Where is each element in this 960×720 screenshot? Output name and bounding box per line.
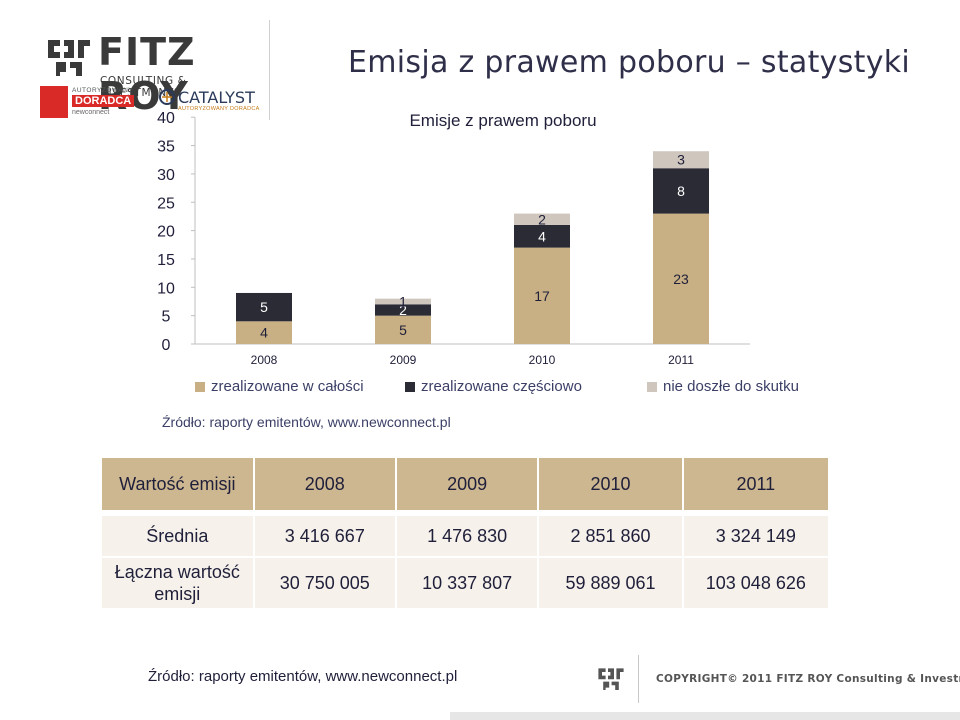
stacked-bar-chart: Emisje z prawem poboru051015202530354045… [157,110,750,367]
doradca-bottom-text: newconnect [72,109,110,116]
row-label: Łączna wartość emisji [102,556,255,608]
table-header-cell: 2010 [539,458,684,510]
table-cell: 1 476 830 [396,510,540,556]
bar-segment [514,224,570,248]
fitz-roy-logo-mark-icon [48,40,90,76]
table-cell: 59 889 061 [539,556,684,608]
x-tick-label: 2009 [390,353,417,367]
bar-data-label: 1 [399,293,407,309]
page-title: Emisja z prawem poboru – statystyki [348,45,911,80]
fitz-roy-footer-mark-icon [598,668,624,690]
y-tick-label: 30 [157,167,175,184]
bar-data-label: 4 [538,228,546,244]
bar-data-label: 23 [673,271,689,287]
bar-segment [375,298,431,305]
y-tick-label: 10 [157,280,175,297]
legend-swatch-full [195,381,205,392]
legend-item-failed: nie doszłe do skutku [647,378,799,395]
legend-item-partial: zrealizowane częściowo [405,378,582,395]
table-cell: 3 416 667 [254,510,397,556]
doradca-top-text: AUTORYZOWANY [72,87,134,94]
footer-divider [638,655,639,703]
catalyst-name: CATALYST [178,88,255,107]
table-row: Łączna wartość emisji 30 750 005 10 337 … [102,556,828,608]
row-label-line: emisji [154,584,201,604]
legend-label-partial: zrealizowane częściowo [421,378,582,395]
table-header-cell: 2009 [396,458,540,510]
doradca-logo: AUTORYZOWANY DORADCA newconnect [40,86,150,118]
y-tick-label: 15 [157,252,175,269]
bar-data-label: 2 [538,211,546,227]
x-tick-label: 2011 [668,353,694,367]
legend-label-full: zrealizowane w całości [211,378,364,395]
table-header-cell: 2008 [254,458,397,510]
x-tick-label: 2010 [529,353,556,367]
doradca-main-text: DORADCA [72,95,135,107]
bar-data-label: 17 [534,288,550,304]
table-header-cell: Wartość emisji [102,458,255,510]
legend-item-full: zrealizowane w całości [195,378,364,395]
bar-segment [514,213,570,225]
bar-data-label: 5 [399,322,407,338]
table-cell: 10 337 807 [396,556,540,608]
bar-segment [653,168,709,214]
y-tick-label: 25 [157,195,175,212]
y-tick-label: 40 [157,110,175,127]
legend-label-failed: nie doszłe do skutku [663,378,799,395]
catalyst-mark-icon [159,89,175,105]
header-divider [269,20,270,120]
table-header-row: Wartość emisji 2008 2009 2010 2011 [102,458,828,510]
y-tick-label: 5 [162,309,171,326]
bar-segment [514,247,570,344]
table-cell: 3 324 149 [683,510,828,556]
catalyst-logo: CATALYST AUTORYZOWANY DORADCA [158,86,268,118]
logo-area: FITZ ROY CONSULTING & INVESTMENTS AUTORY… [40,28,270,123]
bar-segment [375,315,431,344]
chart-title: Emisje z prawem poboru [409,111,596,130]
company-name: FITZ ROY [98,30,196,118]
bar-data-label: 2 [399,302,407,318]
bar-segment [375,304,431,316]
table-row: Średnia 3 416 667 1 476 830 2 851 860 3 … [102,510,828,556]
table-cell: 2 851 860 [539,510,684,556]
y-tick-label: 0 [162,337,171,354]
copyright-text: COPYRIGHT© 2011 FITZ ROY Consulting & In… [656,673,960,685]
stats-table: Wartość emisji 2008 2009 2010 2011 Średn… [102,458,828,608]
chart-source: Źródło: raporty emitentów, www.newconnec… [162,414,451,430]
bar-data-label: 3 [677,152,685,168]
footer-source: Źródło: raporty emitentów, www.newconnec… [148,668,458,685]
bar-data-label: 4 [260,325,268,341]
footer-band [450,712,960,720]
table-cell: 30 750 005 [254,556,397,608]
bar-segment [236,321,292,344]
y-tick-label: 20 [157,224,175,241]
x-tick-label: 2008 [251,353,278,367]
bar-data-label: 5 [260,299,268,315]
catalyst-subtitle: AUTORYZOWANY DORADCA [178,106,260,112]
row-label: Średnia [102,510,255,556]
table-cell: 103 048 626 [683,556,828,608]
bar-segment [653,213,709,344]
table-header-cell: 2011 [683,458,828,510]
row-label-line: Łączna wartość [114,562,240,582]
legend-swatch-partial [405,381,415,392]
bar-data-label: 8 [677,183,685,199]
bar-segment [653,151,709,169]
y-tick-label: 35 [157,139,175,156]
chart-legend: zrealizowane w całości zrealizowane częś… [195,378,835,400]
legend-swatch-failed [647,381,657,392]
bar-segment [236,292,292,322]
doradca-red-block [40,86,68,118]
